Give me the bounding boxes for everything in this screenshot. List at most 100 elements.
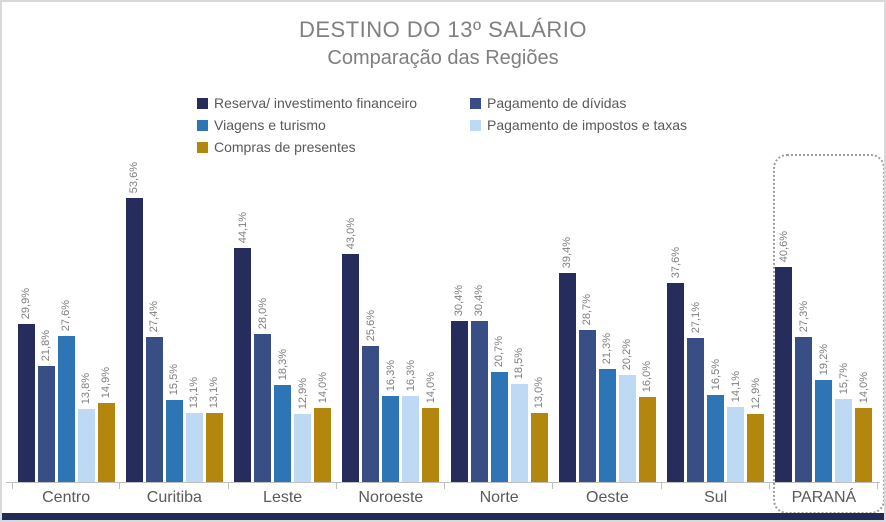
- bar-cell: 53,6%: [125, 152, 143, 482]
- bar-pagamento-de-dividas: [578, 330, 596, 482]
- bar-value-label: 39,4%: [561, 236, 574, 268]
- legend-item-pagamento-de-dividas: Pagamento de dívidas: [470, 92, 687, 114]
- bar-reserva-investimento-financeiro: [234, 248, 252, 482]
- legend-label: Reserva/ investimento financeiro: [214, 95, 418, 111]
- bar-cell: 40,6%: [775, 152, 793, 482]
- legend-item-viagens-e-turismo: Viagens e turismo: [197, 114, 417, 136]
- bar-compras-de-presentes: [855, 408, 873, 482]
- bar-pagamento-de-impostos-e-taxas: [77, 409, 95, 482]
- bar-value-label: 30,4%: [453, 284, 466, 316]
- axis-tick: [877, 482, 878, 489]
- bar-value-label: 19,2%: [817, 343, 830, 375]
- bar-viagens-e-turismo: [490, 372, 508, 482]
- plot-area: 29,9% 21,8% 27,6% 13,8% 14,9% 53,6% 27,4% 15,5%…: [12, 152, 878, 482]
- bar-pagamento-de-impostos-e-taxas: [510, 384, 528, 482]
- bar-pagamento-de-impostos-e-taxas: [727, 407, 745, 482]
- bar-pagamento-de-impostos-e-taxas: [294, 414, 312, 482]
- bar-cell: 39,4%: [558, 152, 576, 482]
- legend-swatch-icon: [197, 141, 208, 153]
- axis-tick: [335, 482, 337, 489]
- bar-cell: 13,1%: [185, 152, 203, 482]
- bottom-accent-strip: [2, 513, 884, 520]
- bar-cell: 30,4%: [470, 152, 488, 482]
- bar-cell: 14,0%: [314, 152, 332, 482]
- legend-swatch-icon: [470, 119, 481, 131]
- bar-cell: 28,0%: [254, 152, 272, 482]
- bar-value-label: 27,4%: [148, 300, 161, 332]
- legend-label: Viagens e turismo: [214, 117, 326, 133]
- bar-cell: 27,6%: [57, 152, 75, 482]
- bar-reserva-investimento-financeiro: [667, 283, 685, 482]
- bar-cell: 14,9%: [97, 152, 115, 482]
- bar-viagens-e-turismo: [274, 385, 292, 482]
- bar-cell: 44,1%: [234, 152, 252, 482]
- bar-cell: 13,1%: [205, 152, 223, 482]
- bar-viagens-e-turismo: [707, 395, 725, 482]
- legend-swatch-icon: [197, 97, 208, 109]
- bar-value-label: 14,1%: [729, 370, 742, 402]
- bar-value-label: 20,2%: [621, 338, 634, 370]
- axis-tick: [552, 482, 554, 489]
- axis-tick: [227, 482, 229, 489]
- bar-cell: 30,4%: [450, 152, 468, 482]
- bar-compras-de-presentes: [314, 408, 332, 482]
- bar-cell: 27,4%: [145, 152, 163, 482]
- bar-cell: 20,7%: [490, 152, 508, 482]
- x-axis-labels: Centro Curitiba Leste Noroeste Norte Oeste Sul…: [12, 482, 878, 510]
- bar-cell: 12,9%: [747, 152, 765, 482]
- bar-pagamento-de-dividas: [687, 338, 705, 482]
- bar-viagens-e-turismo: [382, 396, 400, 482]
- bar-cell: 25,6%: [362, 152, 380, 482]
- bar-pagamento-de-impostos-e-taxas: [835, 399, 853, 482]
- bar-pagamento-de-impostos-e-taxas: [185, 413, 203, 482]
- bar-pagamento-de-dividas: [37, 366, 55, 482]
- x-axis-line: [6, 482, 880, 483]
- bar-value-label: 29,9%: [20, 287, 33, 319]
- bar-cell: 13,0%: [530, 152, 548, 482]
- bar-reserva-investimento-financeiro: [775, 267, 793, 482]
- bar-compras-de-presentes: [97, 403, 115, 482]
- bar-cell: 21,3%: [598, 152, 616, 482]
- bar-viagens-e-turismo: [57, 336, 75, 482]
- legend-swatch-icon: [197, 119, 208, 131]
- bar-value-label: 28,7%: [581, 293, 594, 325]
- bar-compras-de-presentes: [638, 397, 656, 482]
- bar-value-label: 14,0%: [857, 371, 870, 403]
- bar-cell: 15,5%: [165, 152, 183, 482]
- bar-compras-de-presentes: [205, 413, 223, 482]
- bar-cell: 14,1%: [727, 152, 745, 482]
- bar-group-norte: 30,4% 30,4% 20,7% 18,5% 13,0%: [445, 152, 553, 482]
- bar-cell: 43,0%: [342, 152, 360, 482]
- x-axis-label-leste: Leste: [229, 482, 337, 510]
- bar-pagamento-de-dividas: [145, 337, 163, 482]
- axis-tick: [660, 482, 662, 489]
- bar-value-label: 18,3%: [276, 348, 289, 380]
- bar-cell: 18,3%: [274, 152, 292, 482]
- bar-value-label: 25,6%: [364, 309, 377, 341]
- bar-value-label: 28,0%: [256, 297, 269, 329]
- legend-column-1: Reserva/ investimento financeiro Viagens …: [197, 92, 417, 158]
- bar-value-label: 21,8%: [40, 329, 53, 361]
- legend-item-pagamento-de-impostos-e-taxas: Pagamento de impostos e taxas: [470, 114, 687, 136]
- legend-column-2: Pagamento de dívidas Pagamento de imposto…: [470, 92, 687, 136]
- x-axis-label-oeste: Oeste: [553, 482, 662, 510]
- axis-tick: [119, 482, 121, 489]
- bar-value-label: 14,9%: [100, 366, 113, 398]
- bar-pagamento-de-dividas: [362, 346, 380, 482]
- bar-value-label: 53,6%: [128, 161, 141, 193]
- bar-cell: 12,9%: [294, 152, 312, 482]
- bar-value-label: 43,0%: [344, 217, 357, 249]
- x-axis-label-parana: PARANÁ: [770, 482, 878, 510]
- chart-subtitle: Comparação das Regiões: [327, 47, 559, 69]
- bar-value-label: 30,4%: [473, 284, 486, 316]
- bar-reserva-investimento-financeiro: [17, 324, 35, 482]
- bar-group-curitiba: 53,6% 27,4% 15,5% 13,1% 13,1%: [120, 152, 228, 482]
- bar-cell: 15,7%: [835, 152, 853, 482]
- bar-compras-de-presentes: [530, 413, 548, 482]
- bar-value-label: 44,1%: [236, 211, 249, 243]
- bar-value-label: 14,0%: [424, 371, 437, 403]
- bar-value-label: 21,3%: [601, 332, 614, 364]
- bar-group-oeste: 39,4% 28,7% 21,3% 20,2% 16,0%: [553, 152, 661, 482]
- legend-swatch-icon: [470, 97, 481, 109]
